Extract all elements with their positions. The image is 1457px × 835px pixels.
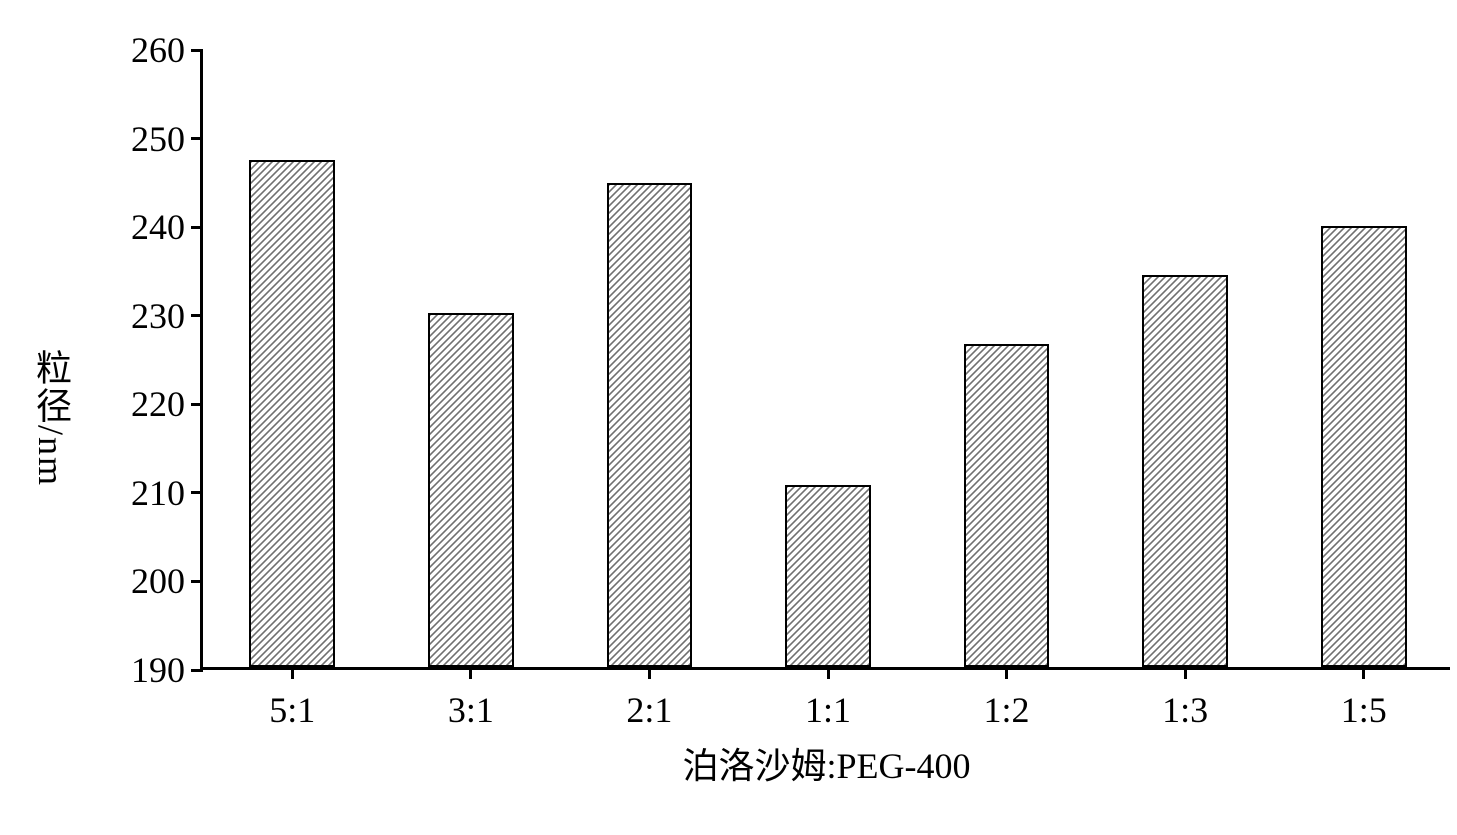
x-tick — [1184, 667, 1187, 679]
y-axis-label-text: 粒径/nm — [31, 348, 71, 486]
x-tick-label: 1:3 — [1162, 689, 1208, 731]
y-tick-label: 220 — [131, 383, 185, 425]
x-tick — [827, 667, 830, 679]
x-axis-label-prefix: 泊洛沙姆: — [682, 746, 836, 786]
y-tick — [191, 491, 203, 494]
bar — [964, 344, 1050, 667]
x-tick — [469, 667, 472, 679]
x-tick-label: 2:1 — [626, 689, 672, 731]
y-tick — [191, 226, 203, 229]
x-tick-label: 1:2 — [984, 689, 1030, 731]
x-tick-label: 5:1 — [269, 689, 315, 731]
bar — [1142, 275, 1228, 667]
y-tick — [191, 580, 203, 583]
y-tick-label: 240 — [131, 206, 185, 248]
y-tick-label: 250 — [131, 118, 185, 160]
plot-area: 泊洛沙姆:PEG-400 1902002102202302402502605:1… — [200, 50, 1450, 670]
x-tick — [1005, 667, 1008, 679]
bar — [249, 160, 335, 668]
y-tick-label: 190 — [131, 649, 185, 691]
y-tick — [191, 49, 203, 52]
x-axis-label: 泊洛沙姆:PEG-400 — [682, 737, 970, 789]
bar — [1321, 226, 1407, 667]
y-tick — [191, 403, 203, 406]
x-tick-label: 1:5 — [1341, 689, 1387, 731]
x-tick — [648, 667, 651, 679]
y-tick-label: 230 — [131, 295, 185, 337]
x-tick — [291, 667, 294, 679]
x-tick-label: 3:1 — [448, 689, 494, 731]
y-tick — [191, 314, 203, 317]
x-tick-label: 1:1 — [805, 689, 851, 731]
x-axis-label-suffix: PEG-400 — [837, 746, 971, 786]
y-tick — [191, 137, 203, 140]
y-tick-label: 200 — [131, 560, 185, 602]
bar — [428, 313, 514, 667]
y-tick-label: 210 — [131, 472, 185, 514]
y-axis-label: 粒径/nm — [25, 348, 77, 486]
y-tick — [191, 669, 203, 672]
bar — [607, 183, 693, 667]
y-tick-label: 260 — [131, 29, 185, 71]
chart-container: 粒径/nm 泊洛沙姆:PEG-400 190200210220230240250… — [20, 20, 1457, 815]
x-tick — [1362, 667, 1365, 679]
bar — [785, 485, 871, 667]
